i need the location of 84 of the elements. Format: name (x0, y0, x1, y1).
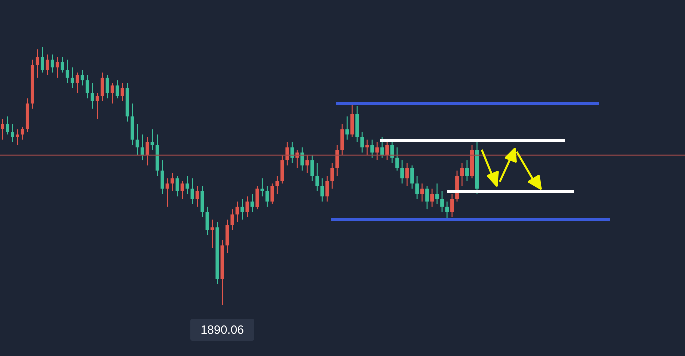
candlestick (116, 80, 120, 100)
candlestick (236, 201, 240, 223)
candlestick (240, 198, 244, 220)
text: 1890.06 (200, 323, 245, 337)
candlestick (50, 54, 54, 74)
candlestick (356, 106, 360, 143)
candlestick (340, 124, 344, 156)
candlestick (136, 124, 140, 156)
candlestick (436, 183, 440, 205)
candlestick (400, 160, 404, 184)
candlestick (246, 196, 250, 218)
candlestick (10, 124, 14, 143)
candlestick (280, 154, 284, 184)
candlestick (360, 132, 364, 154)
candlestick (326, 176, 330, 202)
candlestick (206, 206, 210, 236)
candlestick (36, 49, 40, 78)
candlestick (190, 178, 194, 205)
candlestick (106, 74, 110, 100)
candlestick (330, 162, 334, 190)
candlestick (320, 178, 324, 202)
candlestick (250, 194, 254, 213)
candlestick (406, 162, 410, 187)
candlestick (260, 178, 264, 198)
candlestick (66, 59, 70, 84)
candlestick (226, 219, 230, 254)
candlestick (420, 183, 424, 202)
candlestick (306, 154, 310, 174)
candlestick (140, 134, 144, 162)
candlestick (276, 176, 280, 195)
candlestick (150, 129, 154, 151)
candlestick (466, 160, 470, 182)
candlestick (86, 74, 90, 100)
candlestick (16, 129, 20, 146)
candlestick (316, 162, 320, 192)
candlestick (210, 219, 214, 249)
candlestick (426, 186, 430, 210)
candlestick (290, 142, 294, 164)
candlestick (336, 144, 340, 176)
candlestick (460, 162, 464, 187)
candlestick (416, 176, 420, 200)
candlestick (196, 186, 200, 208)
candlestick (230, 209, 234, 231)
candlestick (266, 186, 270, 208)
candlestick (256, 186, 260, 210)
candlestick (166, 178, 170, 208)
candlestick (6, 116, 10, 136)
candlestick (430, 188, 434, 208)
candlestick (160, 160, 164, 195)
candlestick (110, 82, 114, 104)
candlestick (310, 154, 314, 182)
candlestick (120, 82, 124, 102)
candlestick (40, 46, 44, 74)
candlestick (410, 165, 414, 190)
candlestick (270, 183, 274, 205)
candlestick (96, 92, 100, 120)
candlestick (90, 82, 94, 110)
candlestick (1, 118, 4, 140)
candlestick (286, 142, 290, 166)
candlestick (100, 72, 104, 102)
candlestick (396, 147, 400, 172)
candlestick (56, 56, 60, 78)
candlestick (346, 116, 350, 140)
candlestick (146, 136, 150, 166)
candlestick (70, 67, 74, 89)
candlestick (380, 136, 384, 158)
candlestick (350, 103, 354, 138)
candlestick (200, 186, 204, 218)
candlestick (80, 70, 84, 86)
candlestick (440, 190, 444, 213)
candlestick (170, 172, 174, 192)
candlestick (176, 176, 180, 198)
candlestick (370, 139, 374, 158)
candlestick (60, 56, 64, 74)
candlestick (180, 180, 184, 200)
candlestick (376, 142, 380, 162)
candlestick (366, 139, 370, 156)
candlestick (130, 103, 134, 146)
candlestick (446, 201, 450, 220)
candlestick (450, 194, 454, 218)
candlestick (46, 54, 50, 76)
candlestick (186, 176, 190, 195)
candlestick (20, 126, 24, 140)
candlestick (76, 72, 80, 94)
